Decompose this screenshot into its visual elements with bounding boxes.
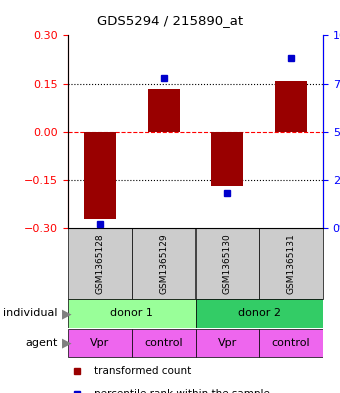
Text: Vpr: Vpr — [218, 338, 237, 348]
Text: control: control — [272, 338, 310, 348]
Text: ▶: ▶ — [62, 307, 71, 320]
Text: percentile rank within the sample: percentile rank within the sample — [94, 389, 270, 393]
Bar — [195, 228, 259, 299]
Bar — [259, 329, 323, 357]
Text: individual: individual — [3, 309, 58, 318]
Text: Vpr: Vpr — [90, 338, 109, 348]
Text: GSM1365131: GSM1365131 — [287, 233, 295, 294]
Text: GSM1365130: GSM1365130 — [223, 233, 232, 294]
Text: transformed count: transformed count — [94, 366, 191, 376]
Bar — [195, 329, 259, 357]
Text: ▶: ▶ — [62, 336, 71, 349]
Bar — [195, 299, 323, 328]
Bar — [211, 132, 243, 185]
Bar — [148, 89, 180, 132]
Bar — [68, 299, 196, 328]
Text: GSM1365128: GSM1365128 — [96, 233, 104, 294]
Bar — [275, 81, 307, 132]
Text: agent: agent — [26, 338, 58, 348]
Text: donor 1: donor 1 — [110, 309, 153, 318]
Bar — [132, 329, 196, 357]
Text: GSM1365129: GSM1365129 — [159, 233, 168, 294]
Text: donor 2: donor 2 — [238, 309, 281, 318]
Bar — [68, 329, 132, 357]
Bar — [84, 132, 116, 219]
Bar — [132, 228, 196, 299]
Bar — [68, 228, 132, 299]
Bar — [259, 228, 323, 299]
Text: GDS5294 / 215890_at: GDS5294 / 215890_at — [97, 14, 243, 27]
Text: control: control — [144, 338, 183, 348]
